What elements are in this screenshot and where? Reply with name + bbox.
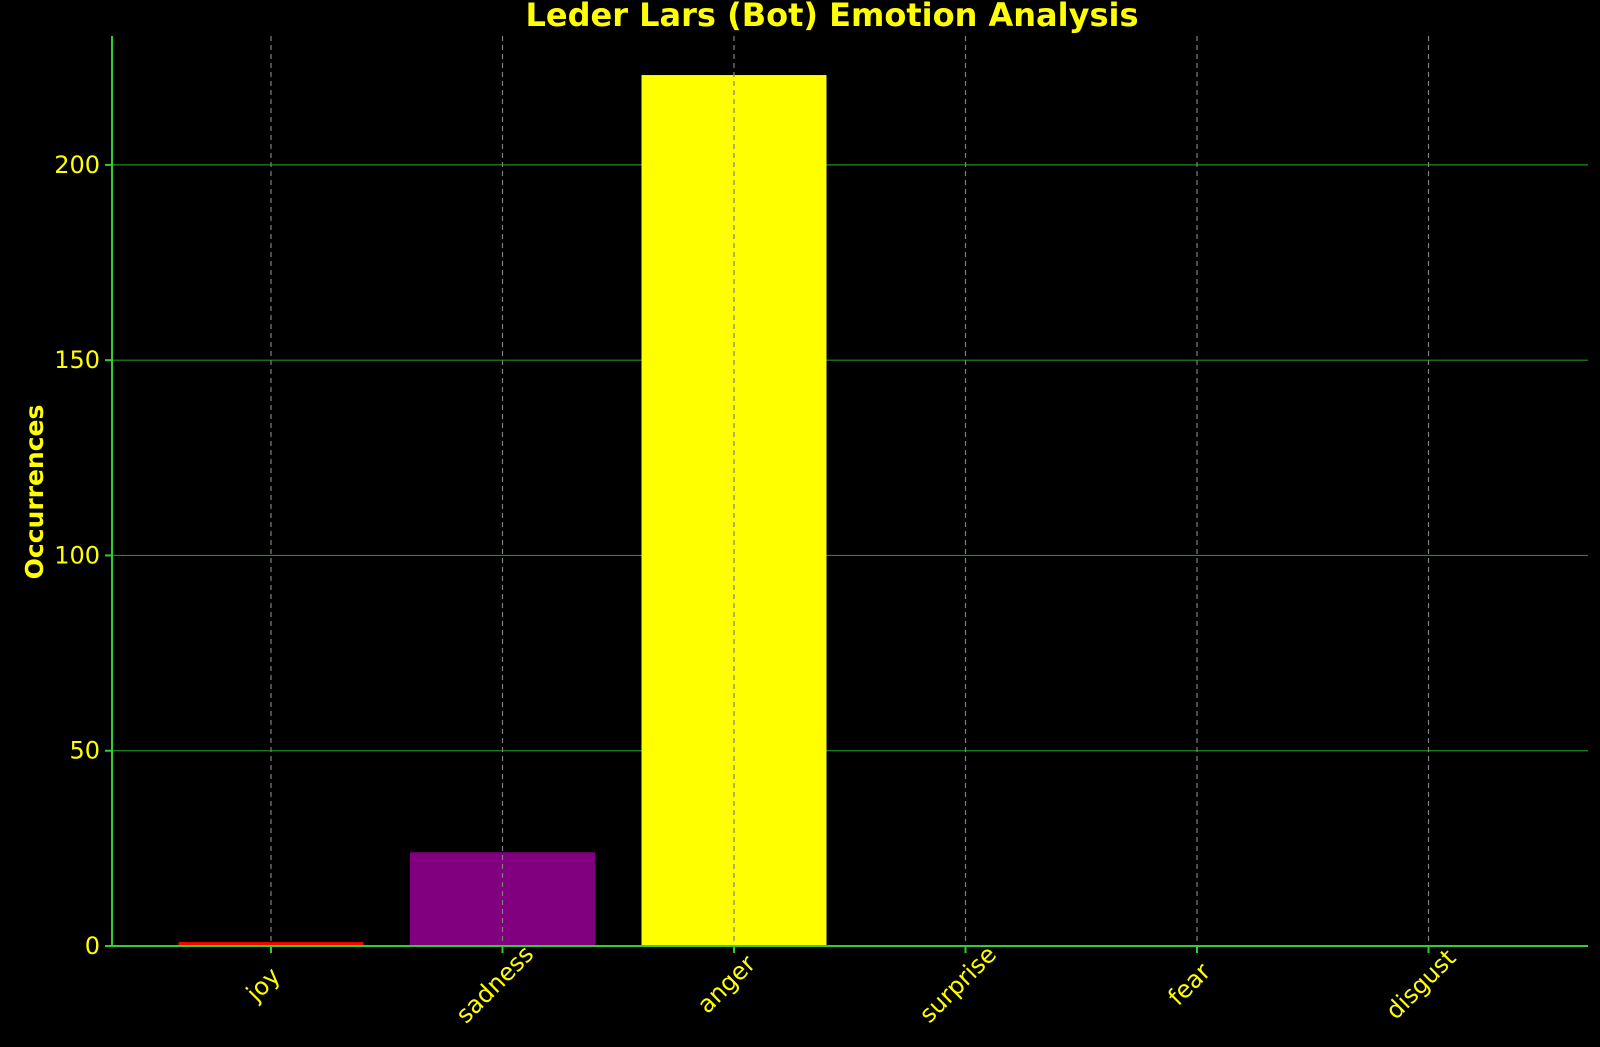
chart-title: Leder Lars (Bot) Emotion Analysis bbox=[525, 0, 1138, 34]
horizontal-gridlines bbox=[112, 164, 1588, 752]
y-axis-label: Occurrences bbox=[20, 405, 49, 580]
y-tick-label: 50 bbox=[69, 737, 100, 765]
y-tick-label: 150 bbox=[54, 346, 100, 374]
bar-joy bbox=[178, 942, 364, 946]
vertical-gridlines bbox=[270, 36, 1430, 946]
bar-anger bbox=[641, 75, 827, 947]
y-tick-label: 100 bbox=[54, 541, 100, 569]
y-tick-label: 200 bbox=[54, 151, 100, 179]
y-tick-label: 0 bbox=[85, 932, 100, 960]
y-ticks: 0 50 100 150 200 bbox=[54, 151, 112, 960]
axes bbox=[111, 36, 1588, 947]
